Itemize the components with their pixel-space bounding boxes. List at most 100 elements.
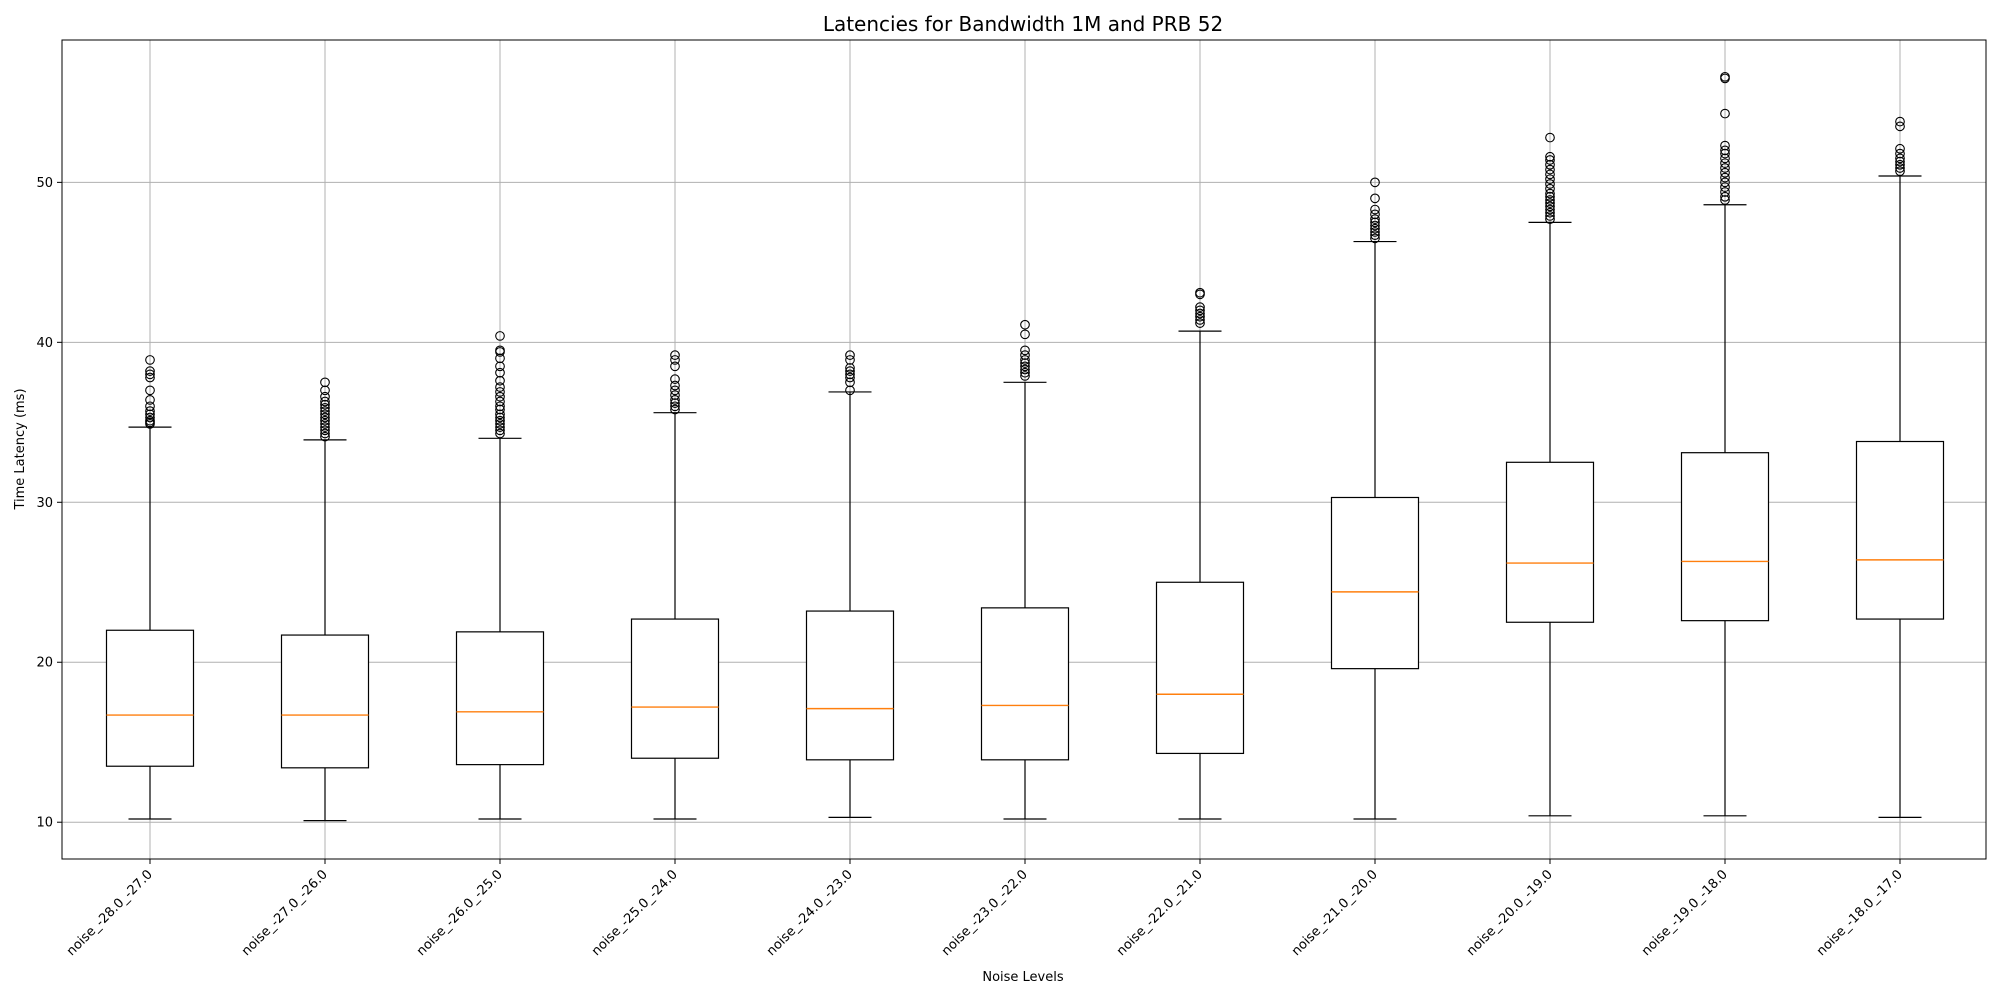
outlier-point bbox=[1720, 145, 1730, 156]
box-noise_-23.0_-22.0 bbox=[980, 319, 1070, 820]
outlier-point bbox=[1545, 201, 1555, 212]
outlier-point bbox=[1020, 319, 1030, 330]
outlier-point bbox=[495, 331, 505, 341]
outlier-point bbox=[670, 390, 680, 400]
outlier-point bbox=[320, 412, 330, 423]
outlier-point bbox=[320, 419, 330, 429]
iqr-box bbox=[280, 634, 370, 769]
outlier-point bbox=[1545, 132, 1555, 143]
outlier-point bbox=[320, 377, 330, 388]
box-noise_-20.0_-19.0 bbox=[1505, 132, 1595, 817]
outlier-point bbox=[1020, 345, 1030, 356]
outlier-point bbox=[670, 355, 680, 365]
outlier-point bbox=[1545, 179, 1555, 189]
outlier-point bbox=[1720, 140, 1730, 151]
outlier-point bbox=[495, 419, 505, 429]
outlier-point bbox=[1195, 315, 1205, 325]
outlier-point bbox=[1370, 223, 1380, 234]
outlier-point bbox=[320, 396, 330, 407]
x-tick-label: noise_-27.0_-26.0 bbox=[239, 867, 331, 959]
outlier-point bbox=[1370, 220, 1380, 231]
outlier-point bbox=[1895, 159, 1905, 170]
outlier-point bbox=[1195, 311, 1205, 322]
outlier-point bbox=[1195, 287, 1205, 298]
outlier-point bbox=[1720, 71, 1730, 82]
outlier-point bbox=[670, 374, 680, 384]
x-tick-label: noise_-21.0_-20.0 bbox=[1289, 867, 1381, 959]
outlier-point bbox=[495, 353, 505, 364]
outlier-point bbox=[1370, 217, 1380, 228]
outlier-point bbox=[1370, 193, 1380, 204]
outlier-point bbox=[1195, 318, 1205, 328]
outlier-point bbox=[320, 431, 330, 442]
outlier-point bbox=[1545, 204, 1555, 215]
outlier-point bbox=[320, 428, 330, 439]
box-noise_-25.0_-24.0 bbox=[630, 350, 720, 820]
outlier-point bbox=[145, 372, 155, 383]
y-tick-label: 30 bbox=[36, 496, 53, 511]
outlier-point bbox=[145, 355, 155, 365]
outlier-point bbox=[670, 395, 680, 405]
outlier-point bbox=[495, 404, 505, 415]
x-tick-label: noise_-28.0_-27.0 bbox=[64, 867, 156, 959]
outlier-point bbox=[320, 385, 330, 396]
outlier-point bbox=[1545, 155, 1555, 165]
outlier-point bbox=[1370, 204, 1380, 215]
outlier-point bbox=[1720, 158, 1730, 169]
outlier-point bbox=[495, 425, 505, 436]
box-noise_-19.0_-18.0 bbox=[1680, 71, 1770, 817]
outlier-point bbox=[1020, 329, 1030, 340]
outlier-point bbox=[495, 345, 505, 356]
outlier-point bbox=[845, 377, 855, 388]
outlier-point bbox=[1370, 233, 1380, 244]
outlier-point bbox=[495, 412, 505, 423]
outlier-point bbox=[495, 361, 505, 372]
outlier-point bbox=[1720, 108, 1730, 119]
outlier-point bbox=[495, 375, 505, 386]
outlier-point bbox=[1020, 371, 1030, 381]
outlier-point bbox=[1720, 187, 1730, 197]
x-tick-label: noise_-20.0_-19.0 bbox=[1464, 867, 1556, 959]
outlier-point bbox=[495, 382, 505, 392]
outlier-point bbox=[320, 403, 330, 413]
outlier-point bbox=[1545, 159, 1555, 170]
outlier-point bbox=[1370, 227, 1380, 237]
y-tick-label: 20 bbox=[36, 656, 53, 671]
iqr-box bbox=[455, 631, 545, 766]
outlier-point bbox=[1720, 177, 1730, 188]
outlier-point bbox=[670, 350, 680, 360]
outlier-point bbox=[1020, 358, 1030, 368]
y-tick-label: 40 bbox=[36, 336, 53, 351]
outlier-point bbox=[145, 412, 155, 423]
outlier-point bbox=[1545, 188, 1555, 199]
outlier-point bbox=[1895, 121, 1905, 132]
outlier-point bbox=[495, 396, 505, 407]
outlier-point bbox=[320, 415, 330, 426]
outlier-point bbox=[1020, 350, 1030, 360]
outlier-point bbox=[1720, 182, 1730, 193]
y-tick-label: 10 bbox=[36, 816, 53, 831]
outlier-point bbox=[1895, 163, 1905, 173]
outlier-point bbox=[1720, 148, 1730, 159]
outlier-point bbox=[320, 391, 330, 402]
outlier-point bbox=[1370, 214, 1380, 225]
outlier-point bbox=[495, 387, 505, 397]
outlier-point bbox=[145, 395, 155, 405]
x-tick-label: noise_-24.0_-23.0 bbox=[764, 867, 856, 959]
outlier-point bbox=[670, 380, 680, 391]
outlier-point bbox=[845, 350, 855, 360]
outlier-point bbox=[145, 401, 155, 412]
box-noise_-26.0_-25.0 bbox=[455, 331, 545, 820]
outlier-point bbox=[845, 372, 855, 383]
outlier-point bbox=[1895, 156, 1905, 167]
outlier-point bbox=[320, 425, 330, 436]
outlier-point bbox=[1545, 183, 1555, 194]
outlier-point bbox=[1895, 148, 1905, 159]
outlier-point bbox=[1195, 302, 1205, 312]
outlier-point bbox=[145, 406, 155, 416]
x-tick-label: noise_-22.0_-21.0 bbox=[1114, 867, 1206, 959]
y-axis-label: Time Latency (ms) bbox=[13, 388, 28, 510]
y-tick-label: 50 bbox=[36, 176, 53, 191]
iqr-box bbox=[105, 629, 195, 767]
x-tick-label: noise_-18.0_-17.0 bbox=[1814, 867, 1906, 959]
